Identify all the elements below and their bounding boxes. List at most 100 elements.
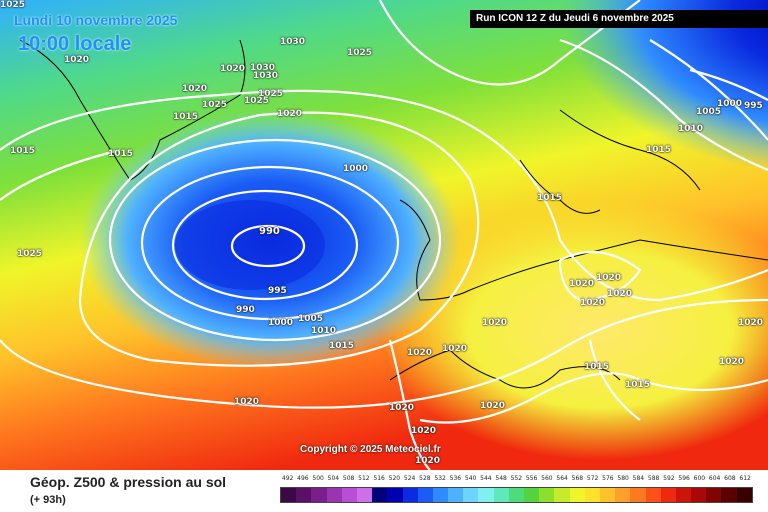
legend-value: 592 [663,475,675,482]
isobar-label: 1020 [580,298,606,308]
legend-value: 492 [281,475,294,482]
isobar-label: 1015 [108,149,134,159]
isobar-label: 1025 [244,96,270,106]
legend-swatch [387,488,403,502]
isobar-label: 1020 [389,403,415,413]
valid-time: 10:00 locale [18,33,132,55]
legend-value: 524 [403,475,416,482]
legend-swatch [721,488,737,502]
legend-value: 564 [556,475,568,482]
legend-swatch [660,488,676,502]
run-info: Run ICON 12 Z du Jeudi 6 novembre 2025 [470,10,768,28]
legend-swatch [417,488,433,502]
isobar-label: 1020 [738,318,764,328]
isobar-label: 1015 [329,341,355,351]
legend-swatch [539,488,555,502]
legend-swatch [356,488,373,502]
valid-date: Lundi 10 novembre 2025 [14,12,178,28]
legend-value: 568 [571,475,584,482]
legend-value: 588 [647,475,660,482]
legend-swatch [326,488,342,502]
legend-value: 556 [525,475,538,482]
legend-value: 576 [602,475,614,482]
legend-value: 584 [632,475,645,482]
lead-time: (+ 93h) [30,494,66,506]
isobar-label: 1025 [347,48,373,58]
isobar-label: 1020 [407,348,433,358]
legend-value: 600 [693,475,706,482]
legend-swatch [372,488,388,502]
legend-swatch [311,488,327,502]
legend-swatch [402,488,418,502]
color-legend: 492 496 500 504 508 512 516 520 524 528 532 536 540 5… [280,475,753,503]
isobar-label: 1020 [182,84,208,94]
legend-swatch [463,488,479,502]
isobar-label: 990 [259,226,280,237]
legend-value: 608 [724,475,736,482]
legend-value: 552 [510,475,523,482]
legend-swatch [432,488,449,502]
legend-swatch [296,488,312,502]
isobar-label: 1000 [717,99,743,109]
isobar-label: 1030 [280,37,306,47]
legend-swatch [675,488,692,502]
isobar-label: 1015 [584,362,610,372]
legend-swatch [706,488,722,502]
copyright-notice: Copyright © 2025 Meteociel.fr [300,444,441,455]
legend-labels: 492 496 500 504 508 512 516 520 524 528 532 536 540 5… [280,475,753,487]
legend-value: 500 [312,475,324,482]
isobars [0,0,768,470]
isobar-label: 1020 [234,397,260,407]
legend-value: 580 [617,475,629,482]
isobar-label: 1020 [482,318,508,328]
legend-swatch [584,488,600,502]
legend-value: 496 [297,475,309,482]
legend-swatch [554,488,570,502]
isobar-label: 1015 [173,112,199,122]
legend-value: 540 [464,475,477,482]
isobar-label: 1015 [646,145,672,155]
legend-value: 508 [342,475,355,482]
legend-value: 504 [327,475,340,482]
isobar-label: 1020 [64,55,90,65]
isobar-label: 1020 [596,273,622,283]
isobar-label: 1000 [268,318,294,328]
legend-swatch [478,488,494,502]
isobar-label: 1000 [343,164,369,174]
legend-swatch [615,488,631,502]
isobar-label: 995 [268,286,287,296]
isobar-label: 1030 [253,71,279,81]
isobar-label: 1010 [678,124,704,134]
legend-value: 528 [419,475,431,482]
legend-swatch [691,488,707,502]
isobar-label: 1020 [719,357,745,367]
legend-value: 604 [708,475,721,482]
weather-map: 1025 1020 1020 1020 1030 1025 1030 1030 … [0,0,768,470]
isobar-label: 1025 [0,0,26,10]
legend-swatch [599,488,616,502]
legend-value: 572 [586,475,599,482]
legend-value: 536 [449,475,462,482]
legend-value: 548 [495,475,507,482]
legend-swatch [524,488,540,502]
isobar-label: 1015 [10,146,36,156]
legend-color-bar [280,487,753,503]
legend-swatch [341,488,357,502]
legend-value: 512 [358,475,370,482]
legend-swatch [569,488,585,502]
isobar-label: 1015 [537,193,563,203]
isobar-label: 995 [744,101,763,111]
legend-value: 560 [541,475,553,482]
isobar-label: 1020 [411,426,437,436]
isobar-label: 1015 [625,380,651,390]
legend-value: 520 [388,475,401,482]
isobar-label: 1020 [607,289,633,299]
legend-value: 612 [739,475,751,482]
legend-value: 516 [373,475,385,482]
isobar-label: 1020 [415,456,441,466]
legend-swatch [493,488,509,502]
isobar-label: 1020 [480,401,506,411]
isobar-label: 1030 [250,63,276,73]
isobar-label: 1020 [442,344,468,354]
legend-swatch [630,488,646,502]
